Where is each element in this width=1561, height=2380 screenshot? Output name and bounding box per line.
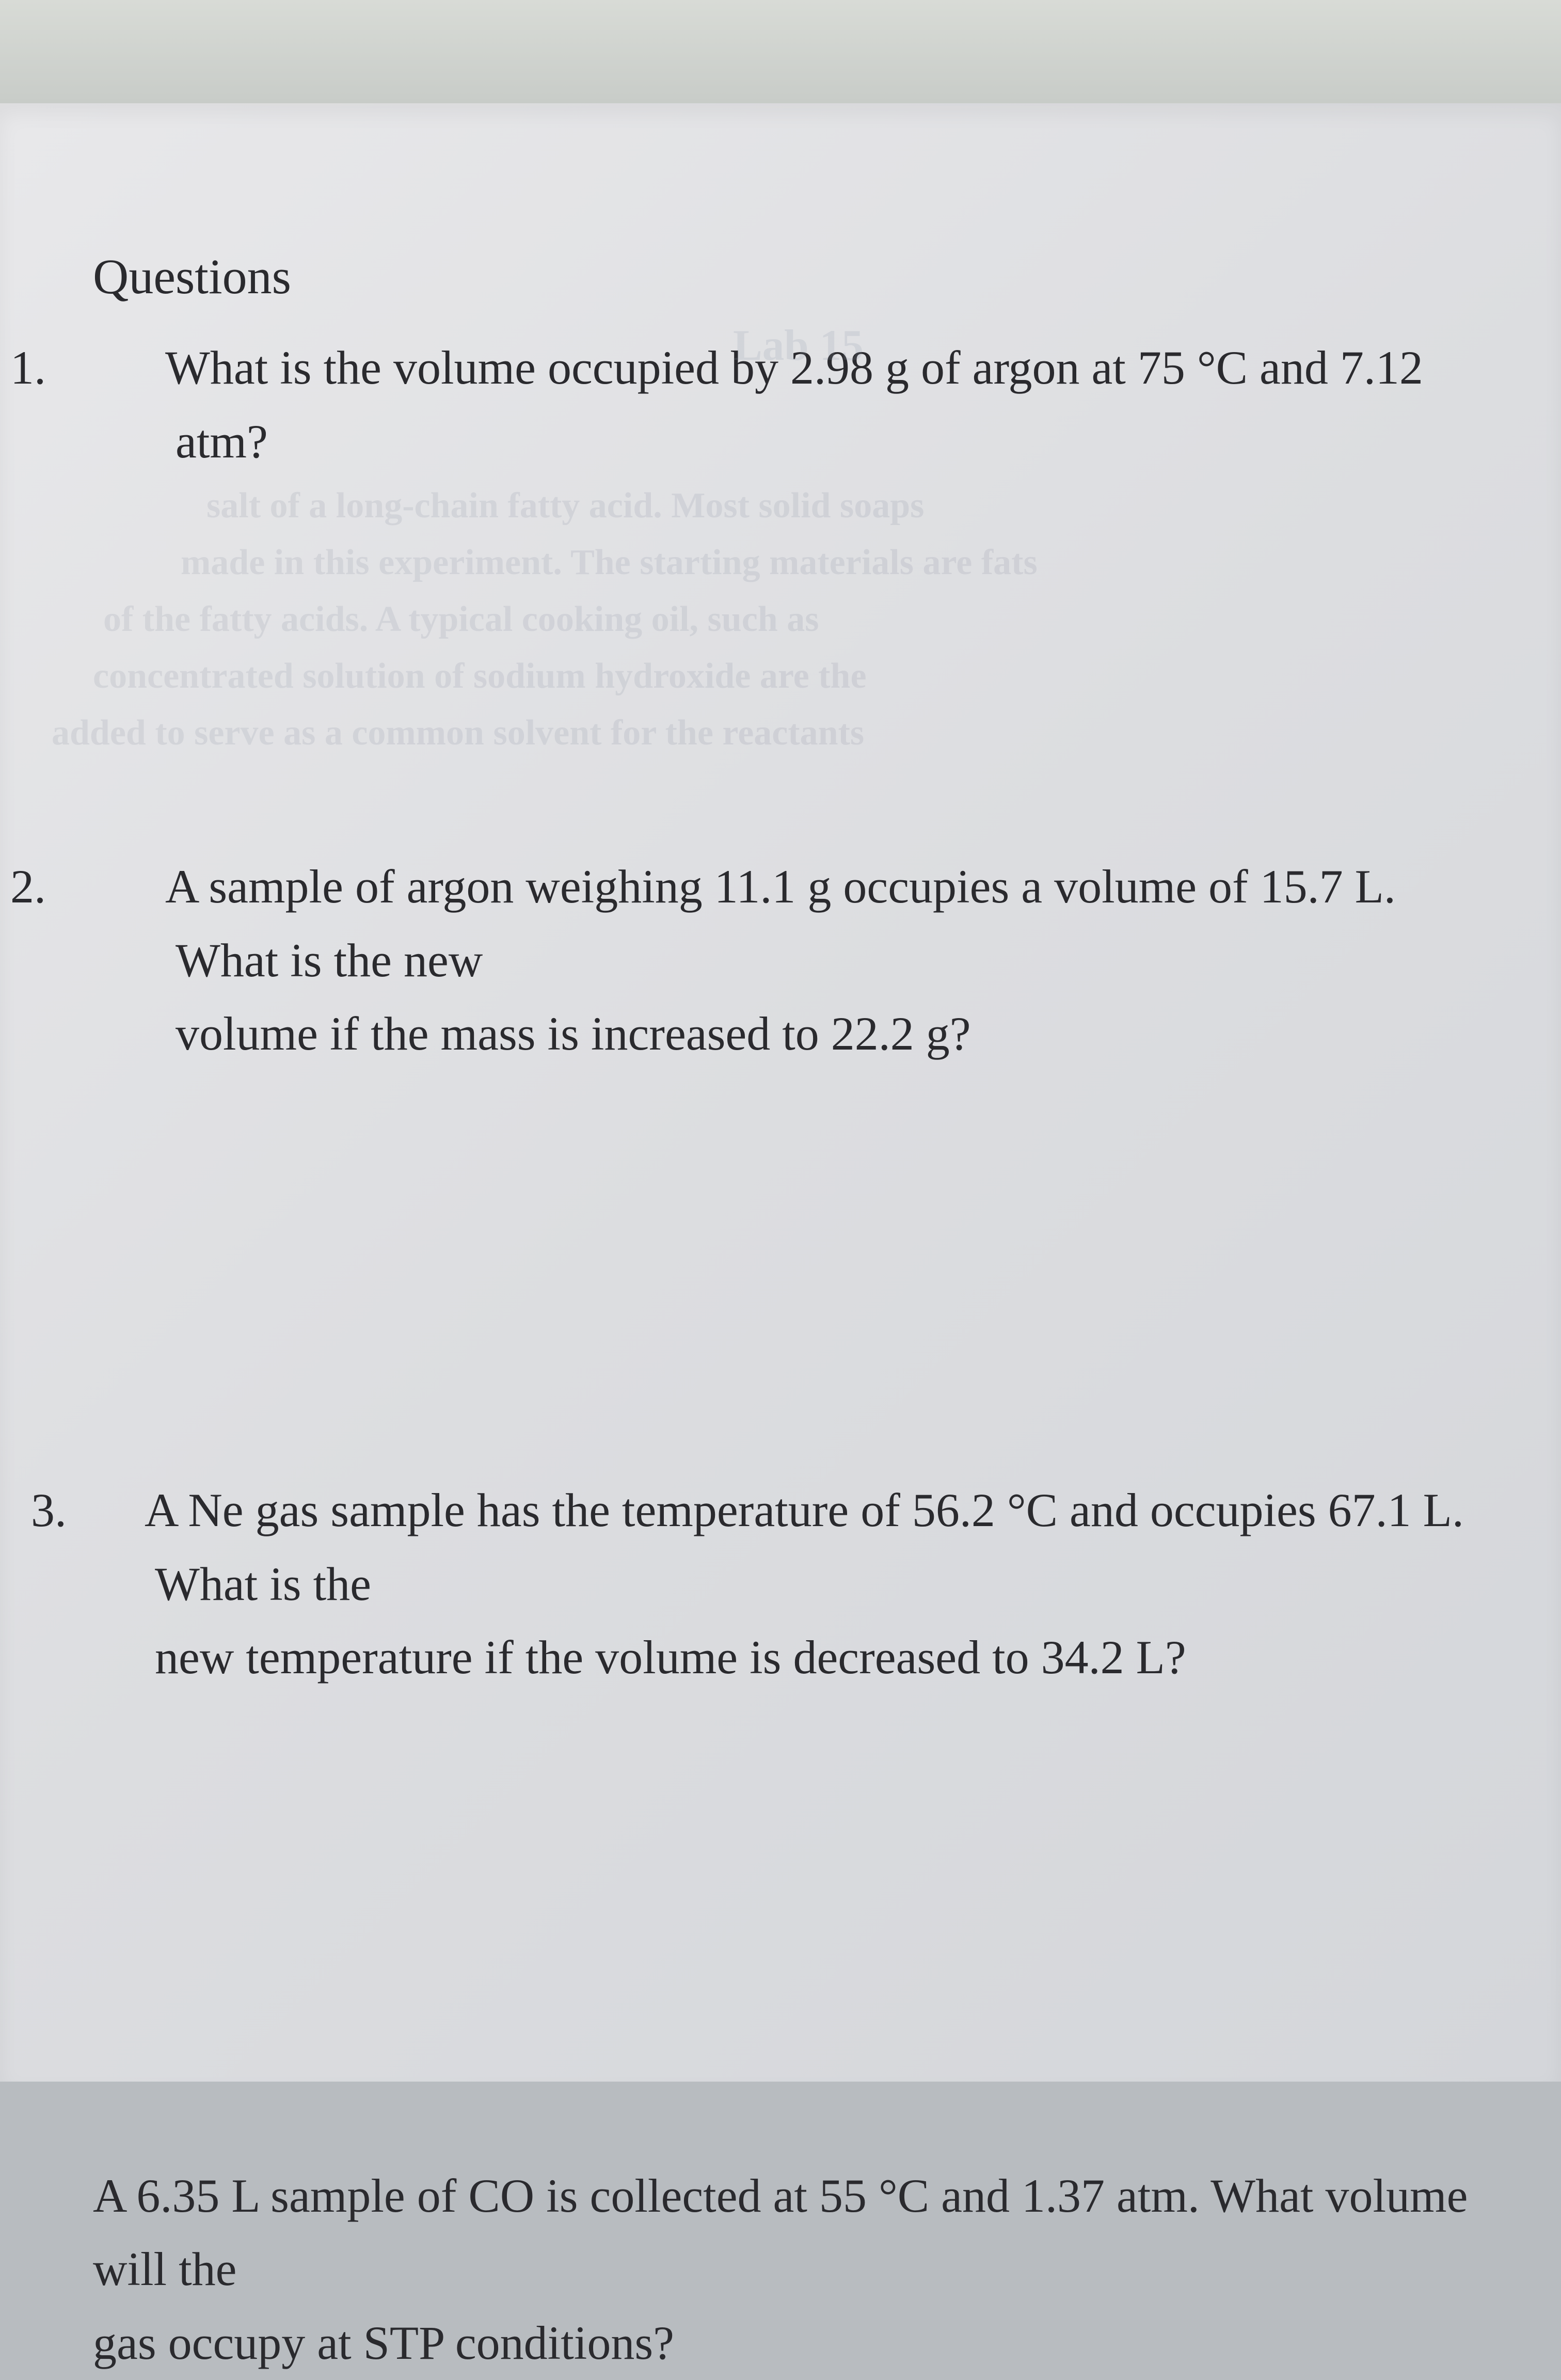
question-3: 3.A Ne gas sample has the temperature of… (93, 1473, 1468, 1694)
question-2: 2.A sample of argon weighing 11.1 g occu… (93, 850, 1468, 1071)
question-2-text: 2.A sample of argon weighing 11.1 g occu… (93, 850, 1468, 1071)
question-4-text: A 6.35 L sample of CO is collected at 55… (93, 2159, 1468, 2380)
question-3-line1: A Ne gas sample has the temperature of 5… (145, 1484, 1464, 1610)
question-4-line2: gas occupy at STP conditions? (93, 2316, 674, 2369)
question-1-number: 1. (93, 331, 165, 405)
bleed-through-line: salt of a long-chain fatty acid. Most so… (206, 485, 924, 527)
question-2-line1: A sample of argon weighing 11.1 g occupi… (165, 860, 1396, 987)
question-1-body: What is the volume occupied by 2.98 g of… (165, 341, 1423, 468)
question-1-text: 1.What is the volume occupied by 2.98 g … (93, 331, 1468, 478)
worksheet-page: Lab 15 Questions 1.What is the volume oc… (0, 103, 1561, 2082)
question-1: 1.What is the volume occupied by 2.98 g … (93, 331, 1468, 478)
question-4: A 6.35 L sample of CO is collected at 55… (93, 2159, 1468, 2380)
bleed-through-line: of the fatty acids. A typical cooking oi… (103, 599, 819, 640)
bleed-through-line: added to serve as a common solvent for t… (52, 712, 864, 754)
question-4-line1: A 6.35 L sample of CO is collected at 55… (93, 2169, 1468, 2296)
question-2-line2: volume if the mass is increased to 22.2 … (176, 1007, 971, 1060)
bleed-through-line: concentrated solution of sodium hydroxid… (93, 656, 867, 697)
question-2-number: 2. (93, 850, 165, 924)
question-3-text: 3.A Ne gas sample has the temperature of… (93, 1473, 1468, 1694)
questions-heading: Questions (93, 248, 1468, 305)
question-3-number: 3. (93, 1473, 145, 1547)
surface-edge (0, 0, 1561, 103)
bleed-through-line: made in this experiment. The starting ma… (181, 542, 1038, 583)
question-3-line2: new temperature if the volume is decreas… (155, 1631, 1186, 1684)
